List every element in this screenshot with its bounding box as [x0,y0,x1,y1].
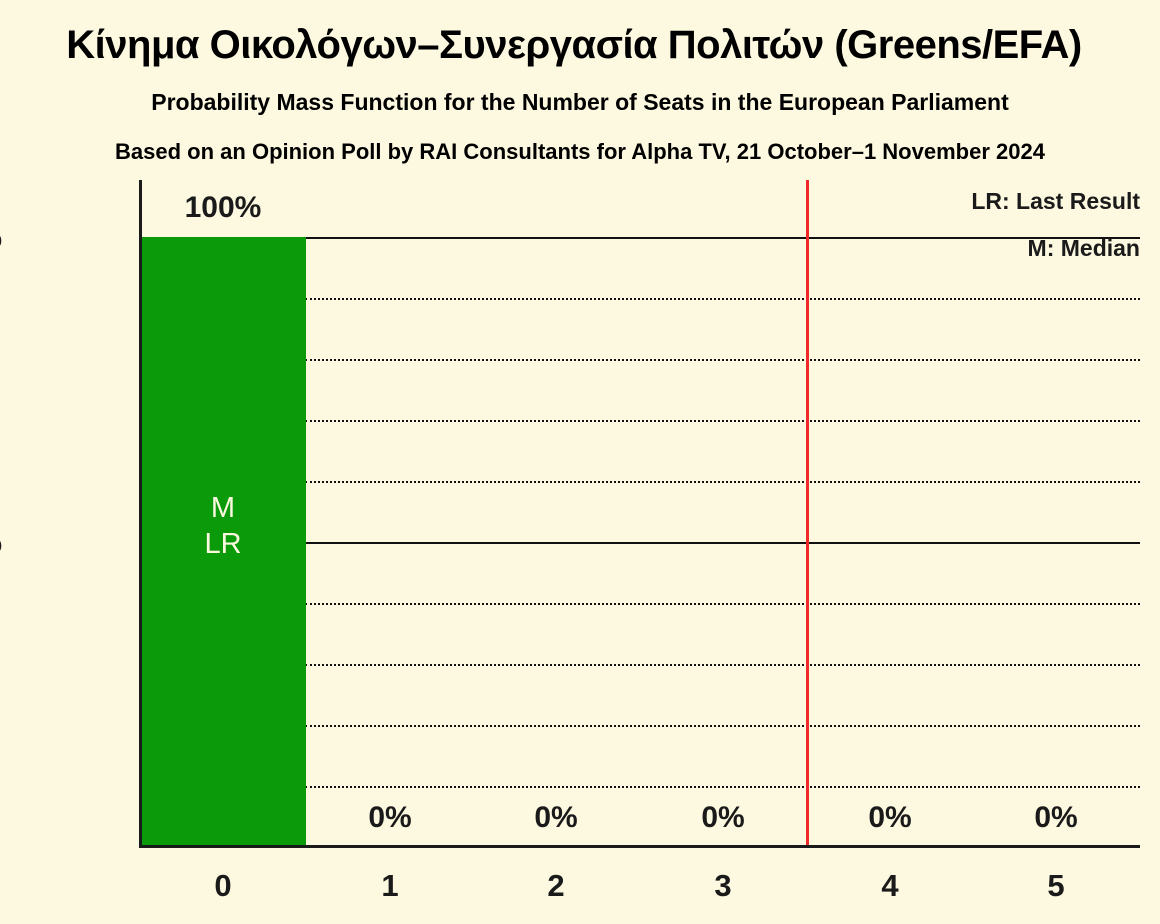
chart-source-line: Based on an Opinion Poll by RAI Consulta… [115,139,1045,164]
gridline-20 [305,725,1140,727]
plot-area [139,180,1140,848]
legend-last-result: LR: Last Result [971,188,1140,214]
gridline-50 [305,542,1140,544]
gridline-40 [305,603,1140,605]
value-label-seats-5: 0% [1034,801,1078,834]
y-axis-tick-100: 100% [0,223,2,253]
last-result-marker-label: LR [204,528,242,560]
gridline-30 [305,664,1140,666]
gridline-90 [305,298,1140,300]
value-label-seats-0: 100% [184,191,262,224]
gridline-80 [305,359,1140,361]
chart-subtitle: Probability Mass Function for the Number… [151,89,1009,115]
chart-title: Κίνημα Οικολόγων–Συνεργασία Πολιτών (Gre… [66,23,1082,67]
value-label-seats-4: 0% [868,801,912,834]
gridline-10 [305,786,1140,788]
last-result-line [806,180,809,848]
y-axis-tick-50: 50% [0,528,2,558]
legend-median: M: Median [1027,235,1140,261]
x-axis-line [139,845,1140,848]
x-axis-tick-5: 5 [1047,868,1065,903]
x-axis-tick-4: 4 [881,868,899,903]
bar-seats-0[interactable] [140,237,306,845]
x-axis-tick-2: 2 [547,868,565,903]
y-axis-line [139,180,142,848]
x-axis-tick-0: 0 [214,868,232,903]
value-label-seats-1: 0% [368,801,412,834]
gridline-100 [305,237,1140,239]
median-marker-label: M [210,492,236,524]
x-axis-tick-3: 3 [714,868,732,903]
gridline-60 [305,481,1140,483]
gridline-70 [305,420,1140,422]
x-axis-tick-1: 1 [381,868,399,903]
value-label-seats-3: 0% [701,801,745,834]
value-label-seats-2: 0% [534,801,578,834]
